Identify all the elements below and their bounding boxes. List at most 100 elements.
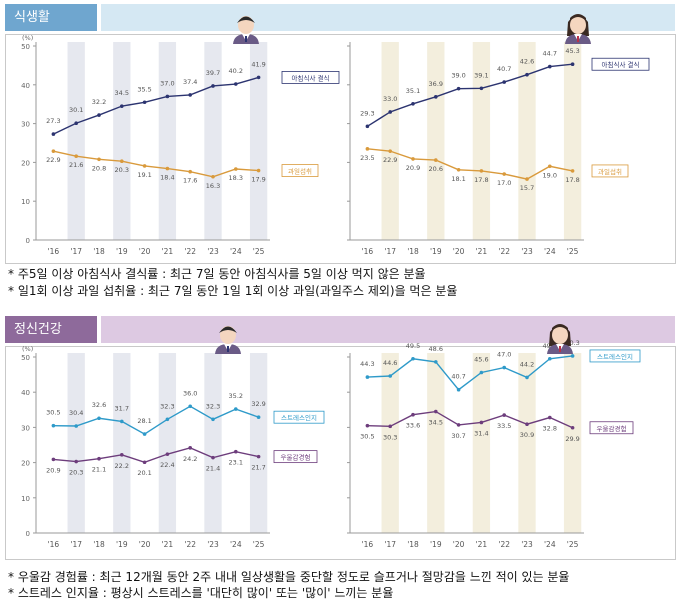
year-band (563, 353, 582, 533)
data-label: 31.7 (115, 404, 129, 412)
data-point (120, 419, 124, 424)
series-line (367, 63, 573, 127)
year-band (472, 42, 491, 240)
data-label: 17.8 (474, 176, 488, 184)
data-point (479, 86, 484, 91)
face-shape (552, 326, 568, 344)
diet-section-tab: 식생활 (5, 4, 97, 31)
year-band (381, 353, 399, 533)
year-band (381, 42, 399, 240)
y-tick-label: 0 (26, 530, 30, 538)
data-point (188, 169, 192, 174)
data-label: 19.0 (543, 171, 557, 179)
x-tick-label: '19 (116, 247, 128, 256)
chart-boys-diet: 0 10 20 30 40 50(%) '16 '17 '18 '19 '20 '21 '22 '23 '2… (21, 16, 340, 256)
series-line (367, 410, 573, 429)
year-band (563, 42, 582, 240)
boy-student-icon (233, 16, 259, 44)
x-tick-label: '19 (430, 540, 442, 549)
data-point (74, 154, 78, 158)
data-label: 22.4 (160, 461, 174, 469)
data-label: 40.7 (497, 65, 511, 73)
data-point (256, 75, 261, 80)
data-point (479, 420, 484, 425)
data-label: 35.5 (137, 85, 151, 93)
tie-shape (227, 346, 229, 352)
data-label: 42.6 (520, 58, 534, 66)
data-label: 50.3 (565, 339, 579, 347)
data-label: 21.1 (92, 466, 106, 474)
data-point (525, 177, 529, 181)
series-label: 과일섭취 (598, 167, 622, 176)
y-tick-label: 40 (21, 389, 30, 397)
series-label-box (589, 421, 634, 435)
data-point (234, 82, 238, 86)
year-band (113, 42, 131, 240)
data-label: 37.4 (183, 78, 197, 86)
x-tick-label: '24 (544, 247, 556, 256)
series-label-box (591, 57, 650, 71)
y-tick-label: 50 (21, 43, 30, 51)
diet-section-title: 식생활 (14, 10, 50, 25)
y-unit-label: (%) (22, 34, 33, 42)
x-tick-label: '23 (207, 540, 219, 549)
x-tick-label: '16 (48, 540, 60, 549)
series-label-box (273, 410, 325, 424)
y-tick-label: 30 (21, 121, 30, 129)
data-point (142, 100, 147, 105)
data-label: 22.2 (115, 462, 129, 470)
data-label: 16.3 (206, 182, 220, 190)
mental-section-tab: 정신건강 (5, 316, 97, 343)
year-band (204, 42, 222, 240)
x-tick-label: '20 (453, 247, 465, 256)
data-label: 33.6 (406, 422, 420, 430)
data-point (525, 422, 529, 427)
data-point (502, 413, 506, 417)
data-label: 48.6 (429, 345, 443, 353)
data-label: 36.9 (429, 80, 443, 88)
x-tick-label: '24 (544, 540, 556, 549)
data-label: 49.5 (406, 342, 420, 350)
data-label: 32.2 (92, 98, 106, 106)
data-point (365, 375, 370, 379)
series-line (367, 148, 573, 180)
data-point (388, 149, 392, 153)
data-label: 18.1 (451, 175, 465, 183)
year-band (472, 353, 491, 533)
data-label: 34.5 (115, 89, 129, 97)
data-point (256, 168, 261, 173)
data-label: 20.9 (406, 164, 420, 172)
data-label: 34.5 (429, 419, 443, 427)
boy-student-icon (215, 326, 241, 354)
data-label: 28.1 (137, 417, 151, 425)
x-tick-label: '17 (70, 540, 82, 549)
data-point (97, 157, 101, 162)
data-point (211, 417, 215, 422)
data-label: 44.3 (360, 360, 374, 368)
x-tick-label: '19 (430, 247, 442, 256)
x-tick-label: '18 (93, 540, 105, 549)
data-point (256, 415, 261, 419)
x-tick-label: '24 (230, 247, 242, 256)
x-tick-label: '17 (384, 540, 396, 549)
data-label: 35.1 (406, 87, 420, 95)
data-point (525, 375, 529, 380)
data-point (142, 432, 147, 436)
x-tick-label: '25 (253, 540, 265, 549)
bangs-shape (552, 324, 568, 331)
x-tick-label: '19 (116, 540, 128, 549)
data-label: 39.7 (206, 69, 220, 77)
data-point (211, 455, 215, 460)
data-point (188, 446, 192, 450)
data-label: 40.2 (229, 67, 243, 75)
data-label: 45.6 (474, 355, 488, 363)
year-band (67, 353, 85, 533)
data-point (548, 64, 552, 69)
year-band (113, 353, 131, 533)
data-point (51, 457, 56, 462)
data-label: 33.0 (383, 95, 397, 103)
x-tick-label: '22 (498, 540, 510, 549)
series-line (53, 150, 259, 178)
data-point (479, 169, 484, 173)
data-point (388, 110, 392, 114)
